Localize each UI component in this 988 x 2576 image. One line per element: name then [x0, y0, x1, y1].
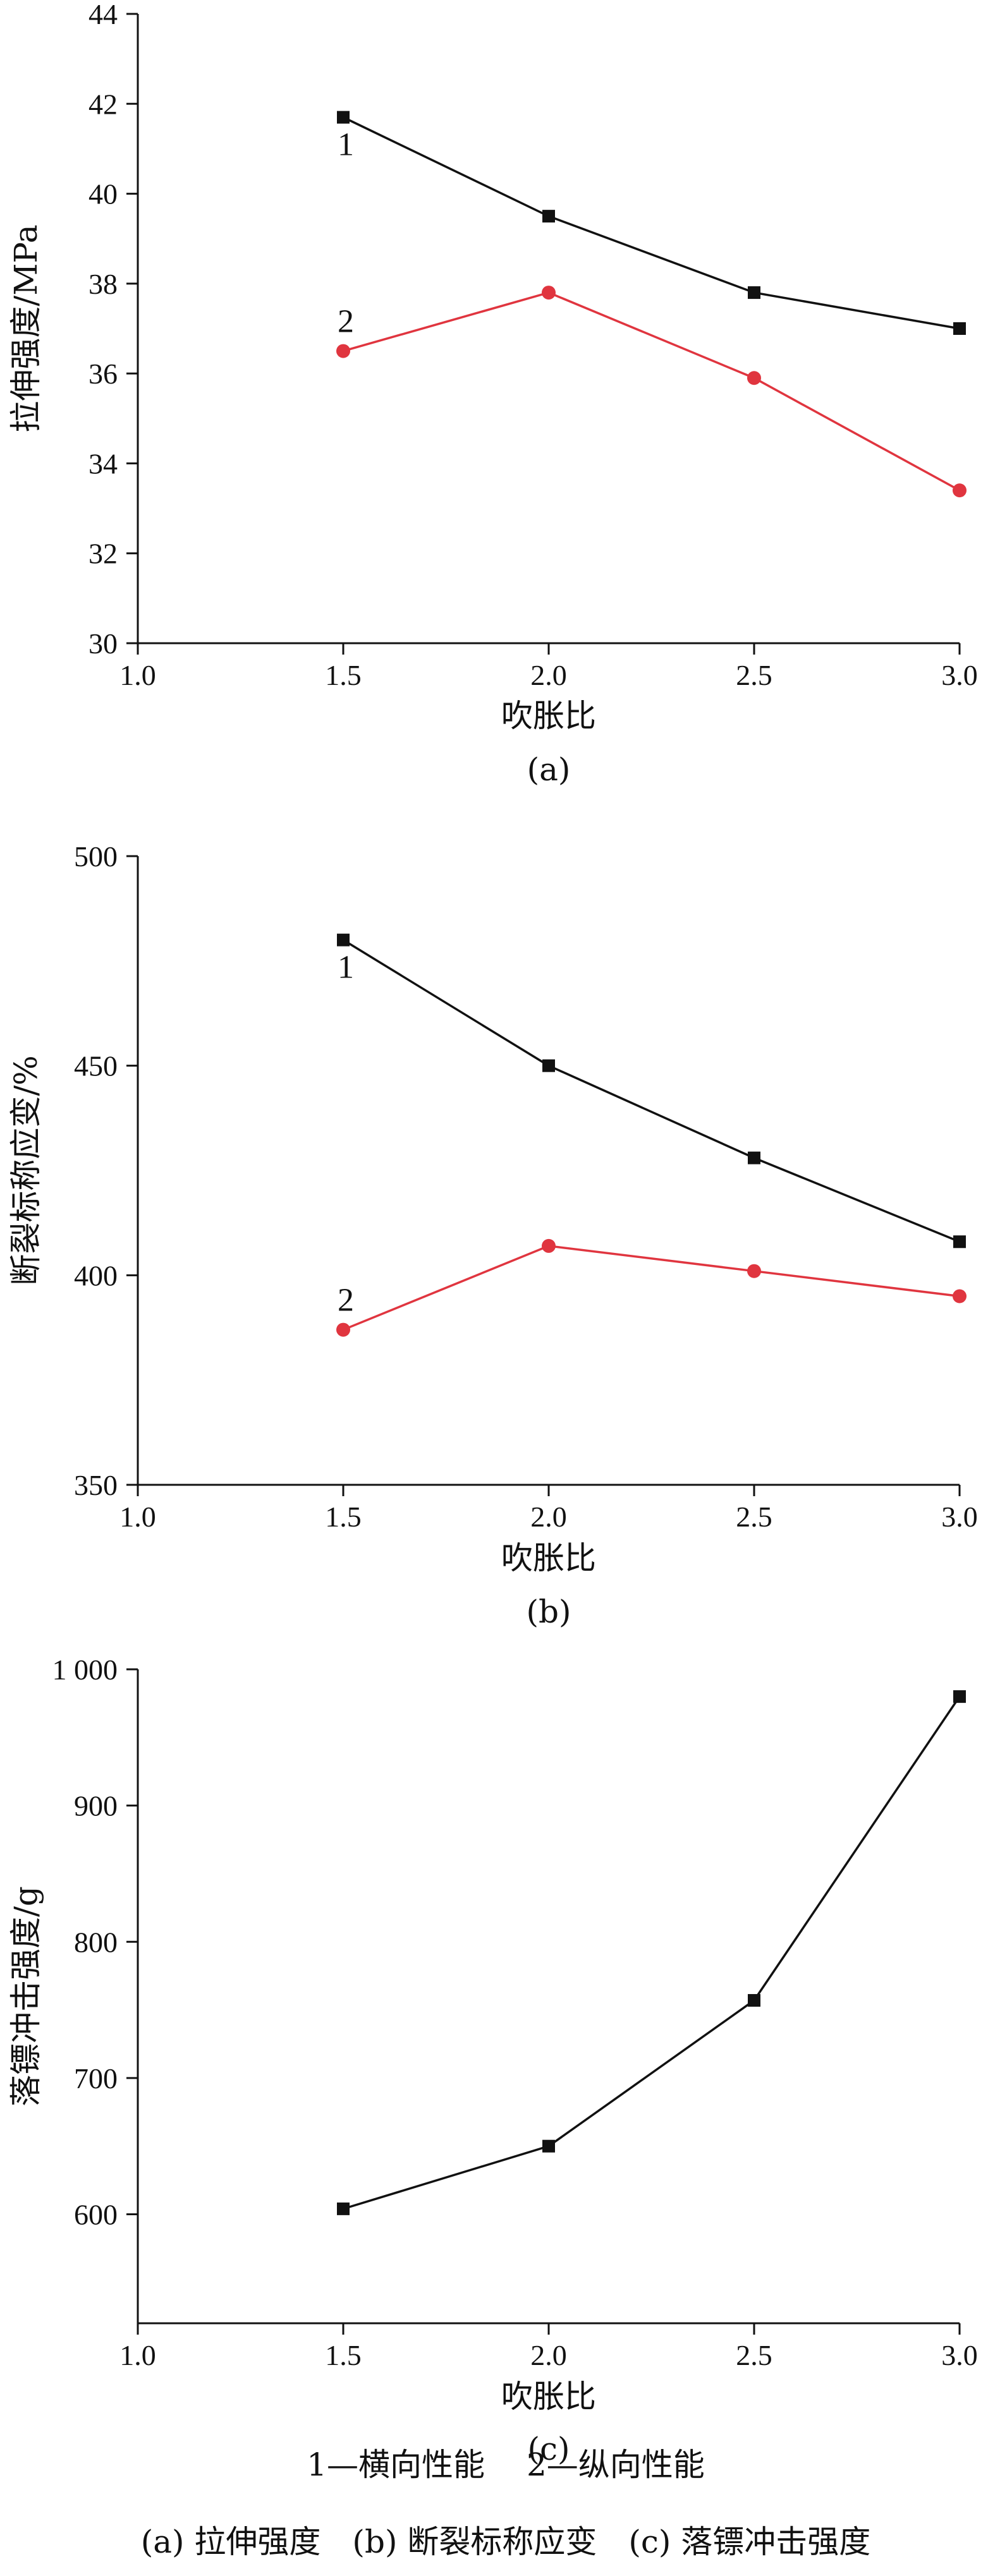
y-tick-label: 900 [74, 1790, 118, 1822]
series-label: 2 [338, 304, 354, 340]
legend-line-1: 1—横向性能 2—纵向性能 [307, 2446, 705, 2483]
data-point [747, 371, 761, 385]
data-point [748, 1993, 760, 2007]
series-line-1 [343, 1696, 961, 2210]
y-tick-label: 38 [88, 268, 118, 300]
data-point [337, 2202, 350, 2215]
y-tick-label: 34 [88, 447, 118, 480]
y-tick-label: 30 [88, 627, 118, 660]
x-axis-label: 吹胀比 [501, 698, 596, 734]
y-tick-label: 400 [74, 1259, 118, 1291]
x-tick-label: 1.0 [119, 659, 156, 691]
data-point [748, 1151, 760, 1164]
x-tick-label: 2.0 [530, 659, 567, 691]
y-axis-label: 拉伸强度/MPa [8, 224, 44, 432]
data-point [953, 483, 967, 498]
data-point [748, 286, 760, 299]
panel-caption: (a) [527, 751, 571, 788]
x-tick-label: 1.5 [325, 2339, 362, 2371]
data-point [542, 210, 555, 223]
y-tick-label: 600 [74, 2199, 118, 2231]
y-tick-label: 350 [74, 1469, 118, 1501]
y-tick-label: 800 [74, 1926, 118, 1958]
series-label: 1 [338, 127, 354, 163]
data-point [542, 286, 556, 300]
y-tick-label: 44 [88, 0, 118, 30]
x-tick-label: 3.0 [941, 2339, 978, 2371]
data-point [953, 1289, 967, 1303]
chart-panel-2: 1.0 1.5 2.0 2.5 3.0 350 400 450 500 吹胀比 断裂标称应变/% (b… [8, 840, 978, 1630]
y-tick-label: 450 [74, 1050, 118, 1082]
x-tick-label: 2.0 [530, 2339, 567, 2371]
data-point [953, 1235, 966, 1249]
y-axis-label: 落镖冲击强度/g [8, 1886, 44, 2107]
legend-line-2: (a) 拉伸强度 (b) 断裂标称应变 (c) 落镖冲击强度 [141, 2524, 871, 2560]
y-tick-label: 500 [74, 840, 118, 873]
series-line-2 [343, 1245, 960, 1331]
x-axis-label: 吹胀比 [501, 1540, 596, 1576]
data-point [542, 1059, 555, 1072]
data-point [337, 933, 350, 946]
series-line-2 [343, 291, 960, 492]
y-axis-label: 断裂标称应变/% [8, 1055, 44, 1285]
data-point [542, 1238, 556, 1253]
x-tick-label: 1.5 [325, 659, 362, 691]
x-tick-label: 2.5 [736, 1501, 772, 1533]
x-tick-label: 3.0 [941, 659, 978, 691]
data-point [336, 344, 350, 358]
series-label: 1 [338, 950, 354, 986]
chart-panels: 1.0 1.5 2.0 2.5 3.0 30 32 34 36 38 40 42 44 吹胀比 拉伸强度/M… [8, 0, 978, 2467]
x-tick-label: 2.5 [736, 659, 772, 691]
x-tick-label: 1.0 [119, 2339, 156, 2371]
y-tick-label: 700 [74, 2062, 118, 2095]
chart-panel-3: 1.0 1.5 2.0 2.5 3.0 600 700 800 900 1 000 吹胀比 落镖冲击强… [8, 1654, 978, 2467]
y-tick-label: 36 [88, 358, 118, 390]
y-tick-label: 42 [88, 88, 118, 120]
y-tick-label: 32 [88, 538, 118, 570]
data-point [542, 2139, 555, 2153]
x-tick-label: 1.5 [325, 1501, 362, 1533]
data-point [953, 1690, 966, 1703]
chart-panel-1: 1.0 1.5 2.0 2.5 3.0 30 32 34 36 38 40 42 44 吹胀比 拉伸强度/M… [8, 0, 978, 788]
series-line-1 [343, 939, 960, 1243]
x-tick-label: 1.0 [119, 1501, 156, 1533]
x-axis-label: 吹胀比 [501, 2378, 596, 2415]
data-point [336, 1322, 350, 1337]
y-tick-label: 40 [88, 178, 118, 210]
x-tick-label: 3.0 [941, 1501, 978, 1533]
x-tick-label: 2.0 [530, 1501, 567, 1533]
data-point [953, 322, 966, 335]
x-tick-label: 2.5 [736, 2339, 772, 2371]
panel-caption: (c) [527, 2431, 570, 2467]
series-label: 2 [338, 1283, 354, 1319]
series-line-1 [343, 116, 960, 330]
data-point [337, 111, 350, 124]
panel-caption: (b) [526, 1593, 571, 1630]
y-tick-label: 1 000 [52, 1654, 118, 1686]
data-point [747, 1264, 761, 1278]
